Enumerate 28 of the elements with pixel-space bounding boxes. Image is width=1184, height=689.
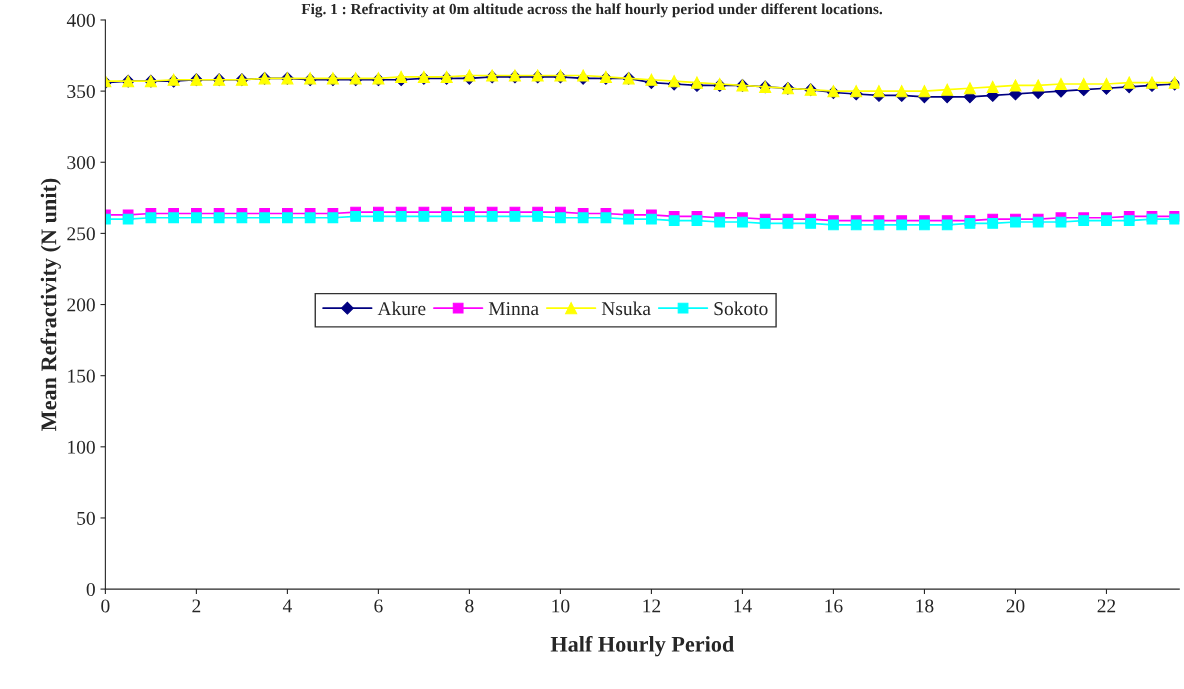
x-tick-label: 4 — [282, 599, 292, 613]
y-tick-label: 150 — [68, 369, 95, 383]
y-tick-label: 400 — [66, 13, 95, 27]
y-tick-label: 200 — [67, 298, 95, 312]
chart-title: Fig. 1 : Refractivity at 0m altitude across the half hourly period under different locations. — [301, 3, 883, 18]
legend-label: Nsuka — [601, 301, 651, 316]
legend-label: Minna — [488, 302, 539, 316]
y-tick-label: 100 — [68, 440, 95, 454]
x-tick-label: 0 — [101, 599, 110, 613]
x-tick-label: 14 — [734, 599, 752, 613]
y-tick-label: 50 — [77, 511, 95, 525]
y-tick-label: 300 — [67, 156, 95, 170]
y-axis-title: Mean Refractivity (N unit) — [40, 178, 61, 431]
legend-label: Sokoto — [714, 301, 768, 316]
x-tick-label: 10 — [552, 599, 570, 613]
x-tick-label: 18 — [916, 599, 934, 613]
y-tick-label: 0 — [86, 582, 95, 597]
x-tick-label: 6 — [374, 599, 383, 613]
x-tick-label: 20 — [1006, 599, 1025, 613]
x-axis-title: Half Hourly Period — [550, 635, 735, 657]
x-tick-label: 12 — [643, 599, 661, 613]
y-tick-label: 350 — [67, 84, 95, 99]
x-tick-label: 2 — [192, 599, 201, 613]
x-tick-label: 22 — [1097, 599, 1116, 613]
x-tick-label: 8 — [465, 599, 474, 613]
legend-label: Akure — [377, 301, 426, 316]
x-tick-label: 16 — [825, 599, 843, 613]
y-tick-label: 250 — [67, 227, 95, 241]
